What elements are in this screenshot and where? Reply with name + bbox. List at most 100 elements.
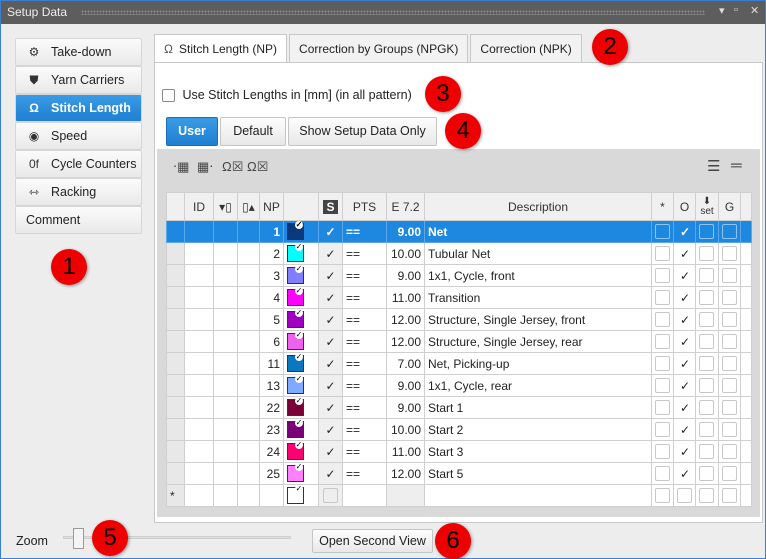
down-cell[interactable] [213, 264, 238, 287]
insert-row-below-icon[interactable]: ⋅▦ [173, 159, 190, 174]
o-check-icon[interactable]: ✓ [680, 422, 691, 437]
g-cell[interactable] [718, 374, 741, 397]
up-cell[interactable] [237, 242, 260, 265]
pts-cell[interactable]: == [342, 374, 387, 397]
o-check-icon[interactable]: ✓ [680, 378, 691, 393]
id-cell[interactable] [184, 352, 214, 375]
description-cell[interactable]: Structure, Single Jersey, front [424, 308, 652, 331]
insert-row-above-icon[interactable]: ▦⋅ [197, 159, 214, 174]
set-checkbox[interactable] [699, 422, 714, 438]
user-button[interactable]: User [166, 117, 218, 146]
pts-cell[interactable]: == [342, 286, 387, 309]
o-cell[interactable] [673, 484, 696, 507]
set-cell[interactable] [695, 374, 719, 397]
description-header[interactable]: Description [424, 192, 652, 221]
star-cell[interactable] [651, 484, 674, 507]
sidebar-item-racking[interactable]: ⇿ Racking [15, 178, 142, 206]
o-cell[interactable]: ✓ [673, 374, 696, 397]
row-header-cell[interactable] [166, 308, 185, 331]
g-cell[interactable] [718, 396, 741, 419]
row-header-cell[interactable] [166, 286, 185, 309]
description-cell[interactable]: Transition [424, 286, 652, 309]
down-cell[interactable] [213, 352, 238, 375]
e72-cell[interactable] [386, 484, 425, 507]
down-cell[interactable] [213, 396, 238, 419]
table-row[interactable]: 22 ✓ == 9.00 Start 1 ✓ [166, 396, 752, 419]
color-swatch[interactable] [287, 441, 304, 460]
o-cell[interactable]: ✓ [673, 462, 696, 485]
s-cell[interactable]: ✓ [318, 330, 343, 353]
color-swatch[interactable] [287, 309, 304, 328]
g-cell[interactable] [718, 308, 741, 331]
set-checkbox[interactable] [699, 466, 714, 482]
set-cell[interactable] [695, 330, 719, 353]
row-header-cell[interactable] [166, 242, 185, 265]
star-cell[interactable] [651, 308, 674, 331]
id-cell[interactable] [184, 462, 214, 485]
pts-header[interactable]: PTS [342, 192, 387, 221]
star-cell[interactable] [651, 462, 674, 485]
row-header-cell[interactable] [166, 440, 185, 463]
o-cell[interactable]: ✓ [673, 286, 696, 309]
description-cell[interactable]: Tubular Net [424, 242, 652, 265]
star-checkbox[interactable] [655, 488, 670, 504]
pts-cell[interactable]: == [342, 242, 387, 265]
set-checkbox[interactable] [699, 378, 714, 394]
description-cell[interactable] [424, 484, 652, 507]
o-cell[interactable]: ✓ [673, 220, 696, 243]
g-checkbox[interactable] [722, 444, 737, 460]
set-cell[interactable] [695, 484, 719, 507]
star-cell[interactable] [651, 418, 674, 441]
id-cell[interactable] [184, 308, 214, 331]
np-cell[interactable]: 1 [259, 220, 284, 243]
maximize-icon[interactable]: ▫ [734, 4, 738, 16]
star-checkbox[interactable] [655, 290, 670, 306]
o-cell[interactable]: ✓ [673, 418, 696, 441]
color-cell[interactable] [283, 462, 319, 485]
s-cell[interactable]: ✓ [318, 418, 343, 441]
o-check-icon[interactable]: ✓ [680, 466, 691, 481]
color-swatch[interactable] [287, 221, 304, 240]
g-checkbox[interactable] [722, 488, 737, 504]
up-cell[interactable] [237, 396, 260, 419]
e72-cell[interactable]: 9.00 [386, 264, 425, 287]
o-cell[interactable]: ✓ [673, 308, 696, 331]
o-cell[interactable]: ✓ [673, 440, 696, 463]
sidebar-item-take-down[interactable]: ⚙ Take-down [15, 38, 142, 66]
empty-cell[interactable] [237, 484, 260, 507]
g-cell[interactable] [718, 264, 741, 287]
s-cell[interactable]: ✓ [318, 242, 343, 265]
description-cell[interactable]: Start 3 [424, 440, 652, 463]
s-cell[interactable]: ✓ [318, 308, 343, 331]
color-cell[interactable] [283, 220, 319, 243]
star-checkbox[interactable] [655, 466, 670, 482]
up-cell[interactable] [237, 330, 260, 353]
star-cell[interactable] [651, 396, 674, 419]
description-cell[interactable]: Net [424, 220, 652, 243]
s-cell[interactable]: ✓ [318, 352, 343, 375]
expand-rows-icon[interactable]: ☰ [707, 158, 721, 175]
star-checkbox[interactable] [655, 378, 670, 394]
clear-stitch-icon[interactable]: Ω☒ [222, 159, 244, 174]
tab-correction-npk[interactable]: Correction (NPK) [470, 34, 582, 63]
sidebar-item-yarn-carriers[interactable]: ⛊ Yarn Carriers [15, 66, 142, 94]
down-cell[interactable] [213, 462, 238, 485]
pts-cell[interactable]: == [342, 396, 387, 419]
id-cell[interactable] [184, 440, 214, 463]
color-header[interactable] [283, 192, 319, 221]
s-cell[interactable]: ✓ [318, 396, 343, 419]
e72-cell[interactable]: 10.00 [386, 418, 425, 441]
star-cell[interactable] [651, 264, 674, 287]
star-cell[interactable] [651, 242, 674, 265]
empty-cell[interactable] [213, 484, 238, 507]
e72-cell[interactable]: 11.00 [386, 440, 425, 463]
np-cell[interactable]: 11 [259, 352, 284, 375]
e72-cell[interactable]: 9.00 [386, 396, 425, 419]
use-mm-checkbox[interactable] [162, 89, 175, 103]
table-row[interactable]: 11 ✓ == 7.00 Net, Picking-up ✓ [166, 352, 752, 375]
g-cell[interactable] [718, 418, 741, 441]
np-cell[interactable]: 25 [259, 462, 284, 485]
star-header[interactable]: * [651, 192, 674, 221]
new-row[interactable]: * [166, 484, 752, 507]
color-cell[interactable] [283, 308, 319, 331]
